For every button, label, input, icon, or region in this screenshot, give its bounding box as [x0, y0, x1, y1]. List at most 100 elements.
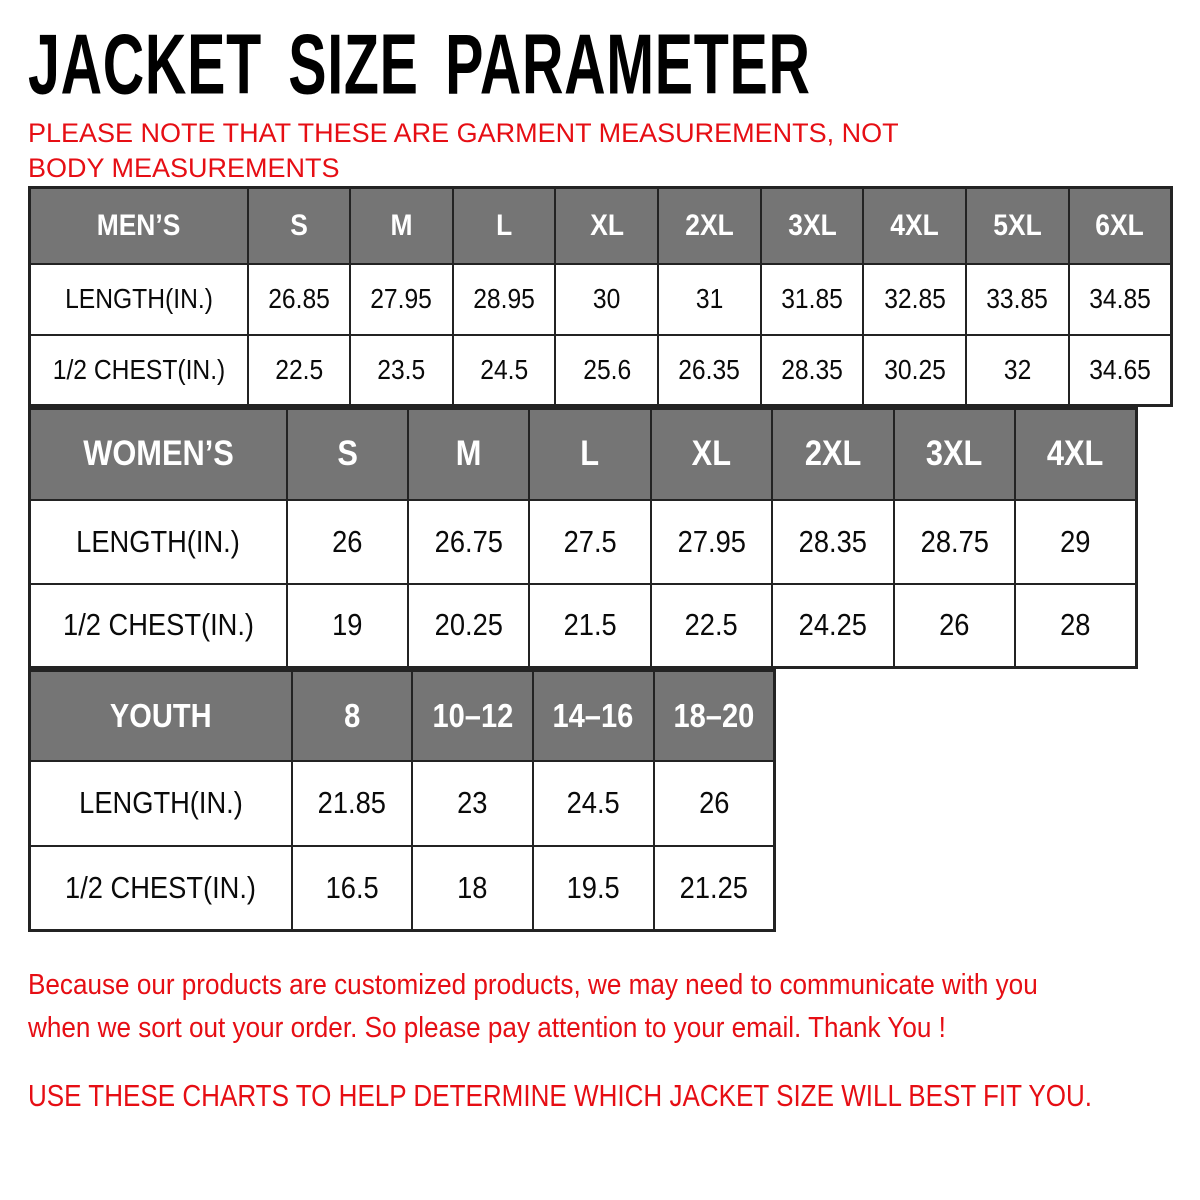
- mens-size-header-cell: L: [451, 186, 557, 265]
- mens-value: 26.35: [678, 353, 741, 385]
- mens-value: 26.85: [267, 283, 330, 315]
- womens-header-label: XL: [691, 434, 732, 474]
- mens-value: 31: [695, 283, 724, 315]
- womens-header-label: 4XL: [1047, 434, 1104, 474]
- mens-value-cell: 32: [965, 333, 1070, 407]
- womens-header-label: L: [580, 434, 600, 474]
- womens-value-cell: 27.5: [528, 498, 652, 585]
- mens-size-header-cell: XL: [554, 186, 660, 265]
- womens-value-cell: 26.75: [406, 498, 531, 585]
- youth-value-cell: 24.5: [532, 759, 655, 847]
- youth-measurement-row: 1/2 CHEST(IN.) 16.5 18 19.5 21.25: [28, 844, 776, 932]
- mens-value-cell: 30: [554, 262, 660, 336]
- womens-value: 22.5: [684, 607, 739, 643]
- mens-value: 25.6: [582, 353, 631, 385]
- mens-size-header-cell: 4XL: [862, 186, 968, 265]
- mens-value-cell: 34.65: [1067, 333, 1173, 407]
- womens-value-cell: 26: [285, 498, 409, 585]
- womens-value: 19: [332, 607, 363, 643]
- mens-size-header-cell: M: [349, 186, 454, 265]
- womens-table-title-cell: WOMEN’S: [28, 407, 288, 501]
- youth-value: 21.25: [679, 869, 749, 905]
- womens-header-label: S: [336, 434, 358, 474]
- youth-row-label-cell: LENGTH(IN.): [28, 759, 293, 847]
- mens-value: 30.25: [883, 353, 946, 385]
- mens-value-cell: 31.85: [759, 262, 865, 336]
- womens-value-cell: 27.95: [649, 498, 774, 585]
- womens-header-label: M: [455, 434, 482, 474]
- mens-value-cell: 23.5: [349, 333, 454, 407]
- mens-header-label: MEN’S: [96, 208, 181, 242]
- womens-value-cell: 20.25: [406, 582, 531, 669]
- mens-header-label: 2XL: [685, 208, 734, 242]
- mens-value: 27.95: [370, 283, 433, 315]
- youth-header-label: 8: [343, 696, 360, 734]
- womens-value: 28.75: [920, 523, 989, 559]
- mens-row-label-cell: 1/2 CHEST(IN.): [28, 333, 249, 407]
- mens-value: 23.5: [377, 353, 426, 385]
- youth-header-label: 14–16: [552, 696, 634, 734]
- mens-size-header-cell: S: [246, 186, 352, 265]
- womens-value-cell: 29: [1014, 498, 1138, 585]
- footer-note-line-1: Because our products are customized prod…: [28, 969, 1038, 1002]
- mens-value: 34.65: [1089, 353, 1151, 385]
- womens-size-table: WOMEN’S S M L XL 2XL 3XL 4XL LENGTH(IN.) 26 26.75 2…: [28, 407, 1138, 670]
- womens-size-header-cell: 2XL: [771, 407, 895, 501]
- youth-measurement-row: LENGTH(IN.) 21.85 23 24.5 26: [28, 759, 776, 847]
- youth-row-label: LENGTH(IN.): [78, 785, 243, 821]
- mens-header-label: S: [290, 208, 308, 242]
- youth-value: 19.5: [566, 869, 620, 905]
- youth-value-cell: 26: [652, 759, 776, 847]
- womens-row-label: 1/2 CHEST(IN.): [62, 607, 254, 643]
- mens-value: 28.35: [781, 353, 843, 385]
- mens-size-table: MEN’S S M L XL 2XL 3XL 4XL 5XL 6XL LENGTH(IN.) 26.8…: [28, 186, 1173, 408]
- womens-header-label: 2XL: [804, 434, 862, 474]
- womens-header-row: WOMEN’S S M L XL 2XL 3XL 4XL: [28, 407, 1138, 501]
- womens-size-header-cell: L: [528, 407, 652, 501]
- mens-size-header-cell: 5XL: [965, 186, 1070, 265]
- womens-value: 24.25: [798, 607, 868, 643]
- mens-measurement-row: 1/2 CHEST(IN.) 22.5 23.5 24.5 25.6 26.35 28.35…: [28, 333, 1173, 407]
- womens-row-label-cell: 1/2 CHEST(IN.): [28, 582, 288, 669]
- womens-value: 26.75: [434, 523, 503, 559]
- youth-value: 21.85: [317, 785, 387, 821]
- mens-value: 24.5: [480, 353, 529, 385]
- youth-size-table: YOUTH 8 10–12 14–16 18–20 LENGTH(IN.) 21.85 23 2…: [28, 669, 776, 933]
- womens-measurement-row: LENGTH(IN.) 26 26.75 27.5 27.95 28.35 28.75 29: [28, 498, 1138, 585]
- womens-value-cell: 26: [892, 582, 1017, 669]
- womens-value-cell: 19: [285, 582, 409, 669]
- footer-note: Because our products are customized prod…: [28, 964, 1175, 1050]
- mens-table-title-cell: MEN’S: [28, 186, 249, 265]
- youth-size-header-cell: 18–20: [652, 669, 776, 762]
- mens-value: 22.5: [274, 353, 323, 385]
- youth-size-header-cell: 14–16: [532, 669, 655, 762]
- mens-header-label: 5XL: [993, 208, 1042, 242]
- mens-row-label-cell: LENGTH(IN.): [28, 262, 249, 336]
- womens-value: 28.35: [798, 523, 868, 559]
- mens-header-label: XL: [589, 208, 624, 242]
- mens-value-cell: 28.95: [451, 262, 557, 336]
- youth-value-cell: 21.85: [290, 759, 414, 847]
- mens-value-cell: 26.35: [657, 333, 762, 407]
- womens-value: 21.5: [563, 607, 617, 643]
- womens-value: 26: [332, 523, 363, 559]
- youth-value-cell: 16.5: [290, 844, 414, 932]
- womens-value: 20.25: [434, 607, 503, 643]
- mens-size-header-cell: 3XL: [759, 186, 865, 265]
- womens-value-cell: 28.35: [771, 498, 895, 585]
- youth-table-title-cell: YOUTH: [28, 669, 293, 762]
- womens-row-label-cell: LENGTH(IN.): [28, 498, 288, 585]
- youth-value: 16.5: [325, 869, 379, 905]
- mens-value-cell: 30.25: [862, 333, 968, 407]
- mens-value-cell: 33.85: [965, 262, 1070, 336]
- womens-size-header-cell: M: [406, 407, 531, 501]
- womens-value-cell: 22.5: [649, 582, 774, 669]
- mens-value-cell: 34.85: [1067, 262, 1173, 336]
- mens-header-label: L: [496, 208, 513, 242]
- mens-value: 30: [593, 283, 621, 315]
- womens-row-label: LENGTH(IN.): [76, 523, 241, 559]
- youth-header-label: 18–20: [673, 696, 755, 734]
- womens-value-cell: 21.5: [528, 582, 652, 669]
- garment-measurement-note: PLEASE NOTE THAT THESE ARE GARMENT MEASU…: [28, 118, 899, 184]
